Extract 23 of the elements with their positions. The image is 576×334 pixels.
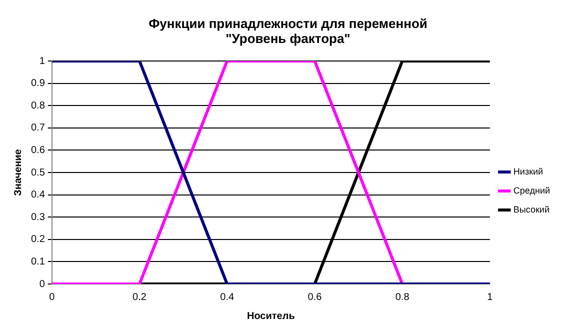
chart-title: Функции принадлежности для переменной "Уровень фактора" <box>148 15 428 48</box>
y-axis-title: Значение <box>12 148 24 196</box>
x-tick-label: 0.6 <box>308 292 322 303</box>
legend-label: Средний <box>513 185 550 196</box>
legend-label: Низкий <box>513 166 544 176</box>
y-tick-label: 0.5 <box>30 167 46 178</box>
y-tick-label: 0.8 <box>30 100 46 112</box>
x-tick-label: 0.8 <box>395 292 410 303</box>
y-tick-label: 0.1 <box>30 256 46 268</box>
y-tick-label: 0.9 <box>30 78 46 90</box>
x-tick-label: 0.4 <box>220 292 234 303</box>
y-tick-label: 0 <box>39 278 46 290</box>
y-tick-label: 0.7 <box>30 122 46 134</box>
y-tick-label: 0.6 <box>30 144 46 156</box>
x-axis-title: Носитель <box>246 310 295 322</box>
y-tick-label: 0.3 <box>30 212 46 223</box>
legend-label: Высокий <box>513 204 550 214</box>
x-tick-label: 1 <box>487 292 494 303</box>
x-tick-label: 0 <box>49 292 56 303</box>
y-tick-label: 0.4 <box>30 190 46 201</box>
y-tick-label: 1 <box>39 56 46 67</box>
x-tick-label: 0.2 <box>132 292 147 303</box>
y-tick-label: 0.2 <box>30 234 46 246</box>
